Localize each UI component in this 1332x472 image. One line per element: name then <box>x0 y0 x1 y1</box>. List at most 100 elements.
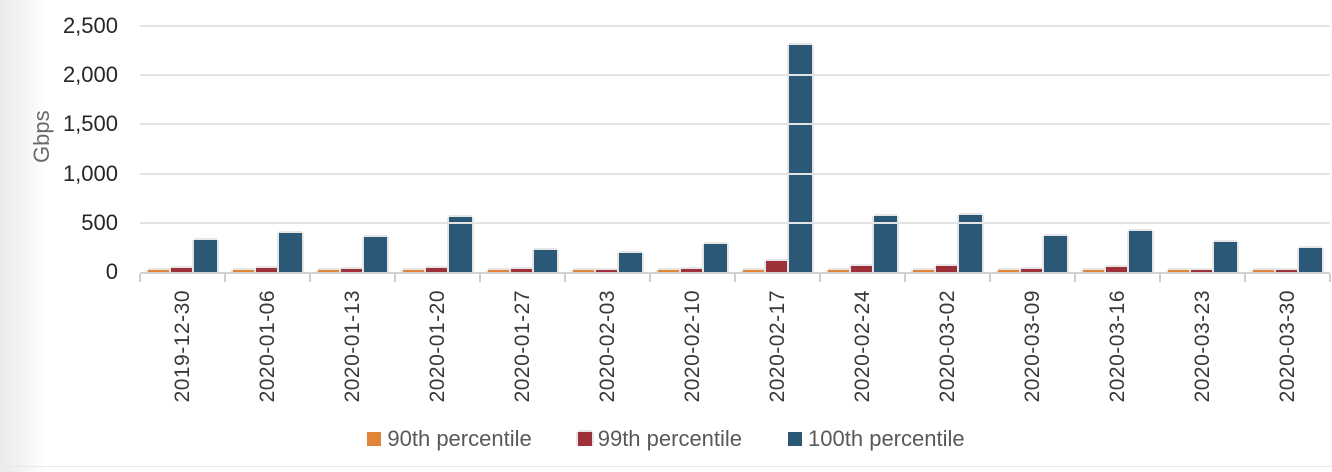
bar-100th <box>449 217 472 272</box>
legend-label: 99th percentile <box>597 426 743 451</box>
legend-item: 90th percentile <box>367 426 532 452</box>
bar-group <box>1075 26 1160 272</box>
x-tick-label: 2020-01-20 <box>425 290 449 403</box>
x-tick-slot: 2020-02-03 <box>565 290 650 402</box>
x-tick-label: 2020-01-27 <box>510 290 534 403</box>
x-tick-slot: 2020-03-23 <box>1160 290 1245 402</box>
bar-90th <box>743 269 766 272</box>
axis-tick <box>394 274 396 282</box>
legend: 90th percentile 99th percentile 100th perc… <box>0 422 1332 456</box>
legend-swatch <box>577 432 592 446</box>
bar-100th <box>1299 247 1322 272</box>
bar-group <box>1160 26 1245 272</box>
axis-tick <box>734 274 736 282</box>
bar-99th <box>681 269 704 272</box>
bar-100th <box>534 250 557 272</box>
bar-90th <box>573 270 596 272</box>
legend-swatch <box>788 432 803 446</box>
y-tick-label: 0 <box>105 259 118 284</box>
bar-99th <box>1021 268 1044 272</box>
bar-100th <box>619 252 642 272</box>
axis-tick <box>1244 274 1246 282</box>
gridline <box>140 172 1330 175</box>
x-tick-slot: 2020-03-30 <box>1245 290 1330 402</box>
bar-100th <box>1214 242 1237 272</box>
bar-90th <box>1083 270 1106 272</box>
x-tick-slot: 2020-02-10 <box>650 290 735 402</box>
bar-90th <box>403 270 426 272</box>
gridline <box>140 74 1330 77</box>
bar-100th <box>789 45 812 272</box>
x-tick-slot: 2020-03-16 <box>1075 290 1160 402</box>
y-tick-label: 2,000 <box>62 62 118 88</box>
bar-99th <box>1276 270 1299 272</box>
bar-100th <box>1044 236 1067 272</box>
x-tick-label: 2020-02-17 <box>765 290 789 403</box>
bar-90th <box>318 270 341 272</box>
x-tick-label: 2019-12-30 <box>170 290 194 403</box>
bar-group <box>650 26 735 272</box>
bar-100th <box>704 244 727 272</box>
bar-group <box>140 26 225 272</box>
axis-tick <box>139 274 141 282</box>
gridline <box>140 25 1330 27</box>
axis-tick <box>1074 274 1076 282</box>
axis-tick <box>818 274 821 282</box>
y-axis-tick-labels: 0 500 1,000 1,500 2,000 2,500 <box>0 14 118 284</box>
bar-99th <box>256 267 279 272</box>
bar-group <box>225 26 310 272</box>
bar-100th <box>959 214 982 272</box>
y-tick-label: 500 <box>81 209 118 235</box>
y-tick-label: 1,000 <box>62 160 118 186</box>
bar-90th <box>913 270 936 272</box>
bar-99th <box>1191 269 1214 272</box>
axis-tick <box>989 274 991 282</box>
bar-99th <box>171 268 194 272</box>
x-tick-label: 2020-02-24 <box>850 290 874 403</box>
x-tick-label: 2020-03-30 <box>1275 290 1299 403</box>
bar-group <box>735 26 820 272</box>
bar-99th <box>851 266 874 272</box>
bar-100th <box>364 236 387 272</box>
axis-tick <box>649 274 651 282</box>
x-tick-slot: 2020-03-09 <box>990 290 1075 402</box>
x-tick-label: 2020-03-09 <box>1020 290 1044 403</box>
bar-group <box>990 26 1075 272</box>
x-tick-slot: 2019-12-30 <box>140 290 225 402</box>
bar-100th <box>279 232 302 272</box>
x-tick-slot: 2020-01-27 <box>480 290 565 402</box>
axis-tick <box>1329 274 1331 282</box>
plot-area <box>139 25 1331 282</box>
bar-99th <box>341 269 364 272</box>
bar-99th <box>766 260 789 272</box>
x-tick-slot: 2020-02-24 <box>820 290 905 402</box>
y-tick-label: 1,500 <box>62 111 118 137</box>
bar-90th <box>1168 270 1191 272</box>
bar-group <box>310 26 395 272</box>
x-tick-slot: 2020-02-17 <box>735 290 820 402</box>
bar-90th <box>998 270 1021 272</box>
bar-90th <box>658 270 681 272</box>
gridline <box>140 123 1330 126</box>
bar-99th <box>936 265 959 272</box>
x-tick-label: 2020-03-02 <box>935 290 959 403</box>
legend-label: 100th percentile <box>808 426 965 451</box>
axis-tick <box>478 274 481 282</box>
bottom-divider <box>0 466 1332 467</box>
bar-90th <box>488 270 511 272</box>
axis-tick <box>223 274 226 282</box>
bar-group <box>480 26 565 272</box>
bar-group <box>565 26 650 272</box>
x-tick-slot: 2020-01-20 <box>395 290 480 402</box>
axis-tick <box>564 274 566 282</box>
bar-100th <box>194 239 217 272</box>
bar-99th <box>1106 266 1129 272</box>
bar-90th <box>148 270 171 272</box>
axis-tick <box>1159 274 1161 282</box>
x-tick-label: 2020-01-13 <box>340 290 364 403</box>
x-tick-label: 2020-02-03 <box>595 290 619 403</box>
bar-100th <box>874 215 897 272</box>
legend-item: 100th percentile <box>788 426 965 452</box>
x-axis-tick-labels: 2019-12-30 2020-01-06 2020-01-13 2020-01-20… <box>140 290 1330 412</box>
